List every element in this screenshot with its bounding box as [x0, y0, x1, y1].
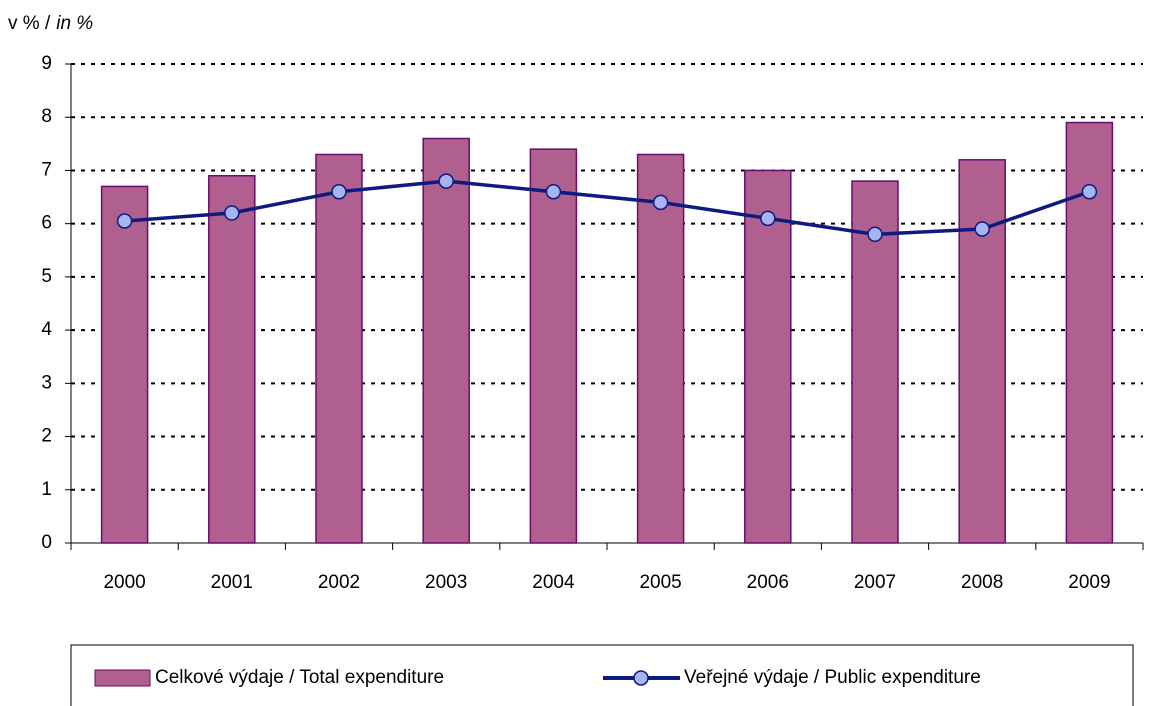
line-marker	[545, 183, 562, 200]
x-tick-label: 2005	[639, 572, 681, 593]
bar	[422, 137, 470, 544]
bar	[208, 175, 256, 544]
y-tick-label: 5	[41, 266, 52, 287]
y-tick-label: 8	[41, 106, 52, 127]
bar	[529, 148, 578, 544]
y-axis-label-cz: v % /	[8, 13, 51, 34]
y-tick-label: 1	[41, 479, 52, 500]
line	[124, 179, 1090, 237]
x-tick-label: 2000	[103, 572, 145, 593]
y-tick-label: 4	[41, 319, 52, 340]
x-tick-label: 2002	[318, 572, 360, 593]
line-marker	[652, 194, 669, 211]
bar	[958, 159, 1006, 544]
legend-label: Veřejné výdaje / Public expenditure	[684, 667, 981, 688]
y-tick-label: 7	[41, 159, 52, 180]
x-tick-label: 2003	[425, 572, 467, 593]
y-axis-label-en: in %	[56, 13, 93, 34]
bar	[315, 153, 363, 544]
y-axis-label: v % / in %	[8, 13, 93, 34]
y-tick-label: 6	[41, 213, 52, 234]
y-tick-label: 9	[41, 53, 52, 74]
line-marker	[974, 221, 990, 237]
line-marker	[224, 205, 240, 221]
y-tick-label: 3	[41, 372, 52, 393]
x-tick-label: 2007	[854, 572, 896, 593]
legend-marker	[633, 670, 649, 686]
legend-label: Celkové výdaje / Total expenditure	[155, 667, 444, 688]
x-tick-label: 2009	[1068, 572, 1110, 593]
y-tick-label: 0	[41, 532, 52, 553]
line-marker	[1081, 183, 1098, 200]
bar	[744, 169, 792, 544]
line-marker	[438, 173, 454, 189]
x-tick-label: 2004	[532, 572, 575, 593]
x-tick-label: 2006	[747, 572, 789, 593]
bar	[636, 153, 685, 544]
line-marker	[760, 210, 776, 227]
x-tick-label: 2001	[211, 572, 253, 593]
legend-box	[70, 644, 1134, 706]
line-marker	[867, 226, 883, 243]
x-tick-label: 2008	[961, 572, 1003, 593]
bar	[100, 185, 149, 544]
line-marker	[116, 213, 133, 229]
line-marker	[331, 183, 347, 200]
legend-swatch	[94, 669, 151, 687]
y-tick-label: 2	[41, 426, 52, 447]
